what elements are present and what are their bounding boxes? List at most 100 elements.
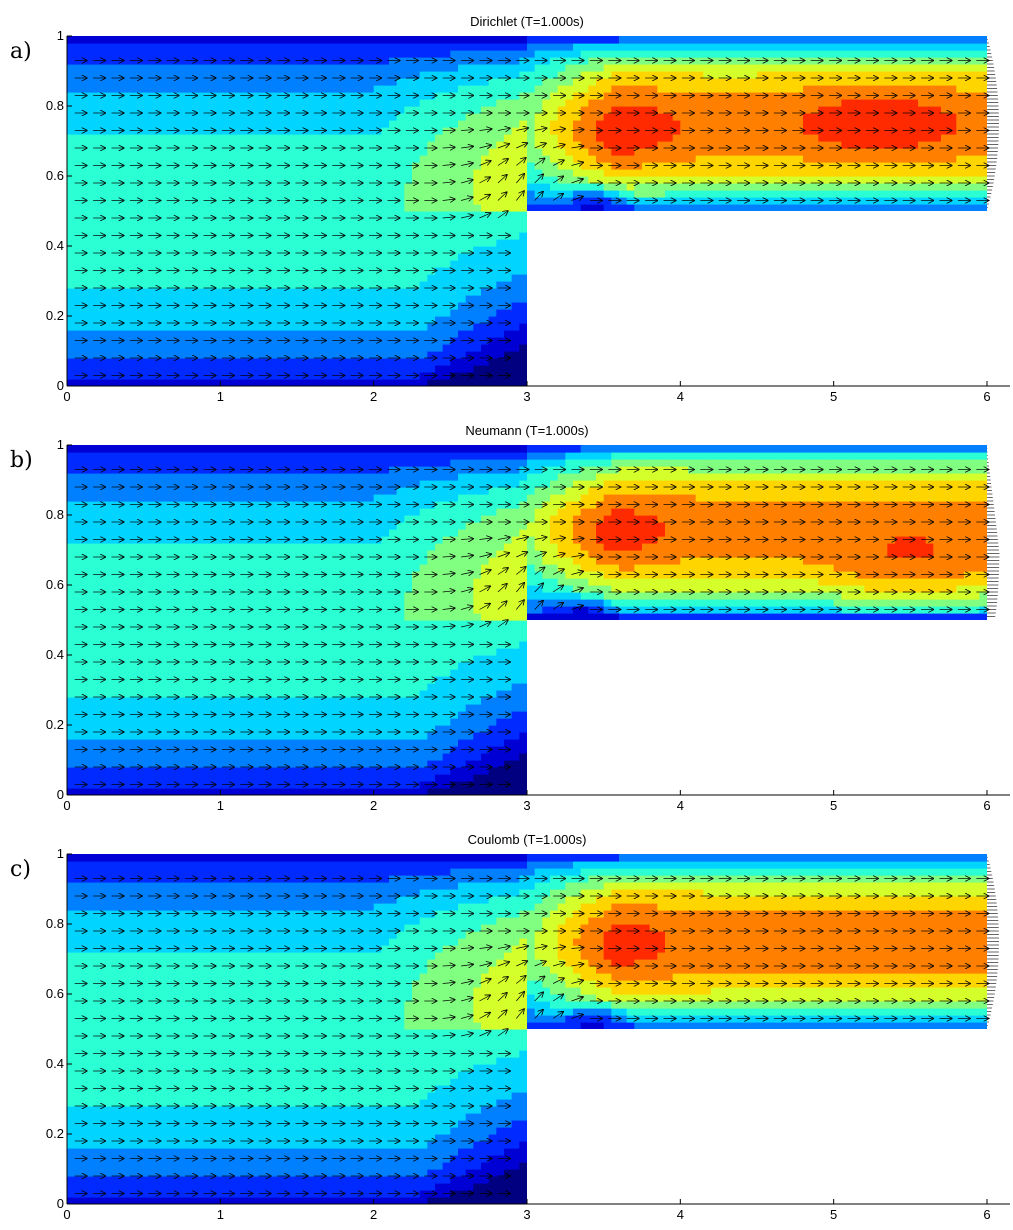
- velocity-arrow: [442, 164, 455, 165]
- velocity-arrow: [497, 553, 509, 557]
- velocity-arrow: [571, 997, 583, 1001]
- velocity-arrow: [571, 146, 584, 148]
- velocity-arrow: [571, 606, 583, 610]
- velocity-arrow: [497, 568, 508, 575]
- velocity-arrow: [442, 982, 455, 983]
- velocity-arrow: [571, 130, 584, 131]
- y-tick-label: 0.6: [46, 577, 64, 592]
- velocity-magnitude-field: [67, 445, 987, 795]
- velocity-arrow: [497, 977, 508, 984]
- velocity-arrow: [461, 180, 473, 183]
- velocity-arrow: [552, 603, 563, 610]
- velocity-arrow: [497, 211, 508, 219]
- velocity-arrow: [552, 194, 563, 201]
- velocity-arrow: [552, 1012, 563, 1019]
- velocity-arrow: [552, 569, 564, 575]
- velocity-arrow: [479, 554, 492, 557]
- velocity-arrow: [534, 537, 547, 539]
- y-tick-label: 0.6: [46, 168, 64, 183]
- velocity-arrow: [553, 554, 565, 557]
- velocity-arrow: [461, 606, 473, 609]
- velocity-arrow: [479, 586, 491, 593]
- velocity-arrow: [497, 620, 508, 628]
- velocity-arrow: [516, 976, 525, 984]
- panel-1: 0 1 2 3 4 5 6 0 0.2 0.4 0.6 0.8 1 Dirichlet (T=1.000s…: [10, 14, 1010, 404]
- panel-title: Neumann (T=1.000s): [465, 423, 588, 438]
- velocity-arrow: [479, 177, 491, 184]
- velocity-arrow: [516, 583, 524, 593]
- velocity-arrow: [552, 160, 564, 166]
- velocity-magnitude-field: [67, 854, 987, 1204]
- y-tick-label: 1: [57, 28, 64, 43]
- y-tick-label: 0.4: [46, 647, 64, 662]
- velocity-arrow: [534, 961, 546, 967]
- velocity-arrow: [534, 583, 543, 593]
- velocity-arrow: [497, 1010, 507, 1019]
- velocity-arrow: [442, 626, 455, 627]
- y-tick-label: 0.2: [46, 717, 64, 732]
- y-tick-label: 0.4: [46, 238, 64, 253]
- velocity-arrow: [442, 1017, 455, 1018]
- velocity-arrow: [534, 552, 546, 558]
- velocity-arrow: [461, 146, 473, 148]
- x-tick-label: 0: [63, 1207, 70, 1222]
- x-tick-label: 2: [370, 798, 377, 813]
- velocity-arrow: [497, 128, 510, 130]
- axes: 0 1 2 3 4 5 6 0 0.2 0.4 0.6 0.8 1: [46, 846, 1010, 1222]
- velocity-arrow: [461, 1033, 473, 1036]
- velocity-arrow: [571, 1015, 583, 1019]
- velocity-arrow: [497, 584, 507, 593]
- velocity-arrow: [534, 159, 545, 166]
- velocity-arrow: [442, 965, 455, 966]
- velocity-arrow: [479, 604, 490, 610]
- velocity-arrow: [534, 1010, 543, 1019]
- y-tick-label: 0.2: [46, 308, 64, 323]
- velocity-arrow: [516, 600, 524, 610]
- velocity-arrow: [516, 191, 524, 201]
- panel-letter: c): [10, 857, 31, 882]
- x-tick-label: 3: [523, 798, 530, 813]
- y-tick-label: 1: [57, 437, 64, 452]
- velocity-arrow: [552, 176, 563, 184]
- velocity-arrow: [516, 143, 527, 149]
- velocity-arrow: [479, 129, 492, 131]
- y-tick-label: 0: [57, 1196, 64, 1211]
- velocity-arrow: [461, 539, 473, 540]
- x-tick-label: 5: [830, 389, 837, 404]
- velocity-arrow: [497, 144, 509, 148]
- velocity-arrow: [516, 946, 528, 949]
- x-tick-label: 0: [63, 389, 70, 404]
- velocity-arrow: [479, 538, 492, 540]
- velocity-arrow: [461, 964, 473, 966]
- velocity-arrow: [461, 1015, 473, 1018]
- velocity-arrow: [479, 979, 491, 984]
- velocity-arrow: [479, 1031, 491, 1037]
- velocity-arrow: [479, 963, 492, 966]
- velocity-arrow: [553, 963, 565, 966]
- outlet-profile: [987, 448, 1000, 617]
- x-tick-label: 6: [983, 1207, 990, 1222]
- velocity-arrow: [571, 980, 584, 983]
- velocity-magnitude-field: [67, 36, 987, 386]
- velocity-arrow: [571, 964, 584, 966]
- velocity-arrow: [442, 573, 455, 574]
- y-tick-label: 0.8: [46, 98, 64, 113]
- x-tick-label: 3: [523, 1207, 530, 1222]
- velocity-arrow: [479, 570, 491, 575]
- x-tick-label: 6: [983, 389, 990, 404]
- velocity-arrow: [534, 568, 545, 575]
- velocity-arrow: [571, 162, 584, 165]
- velocity-arrow: [479, 1013, 490, 1019]
- y-tick-label: 0.8: [46, 916, 64, 931]
- x-tick-label: 5: [830, 1207, 837, 1222]
- velocity-arrow: [534, 992, 543, 1002]
- velocity-arrow: [461, 981, 473, 984]
- velocity-arrow: [516, 174, 524, 184]
- velocity-arrow: [534, 128, 547, 130]
- velocity-arrow: [516, 992, 524, 1002]
- x-tick-label: 3: [523, 389, 530, 404]
- x-tick-label: 5: [830, 798, 837, 813]
- velocity-arrow: [534, 946, 547, 948]
- velocity-arrow: [442, 182, 455, 183]
